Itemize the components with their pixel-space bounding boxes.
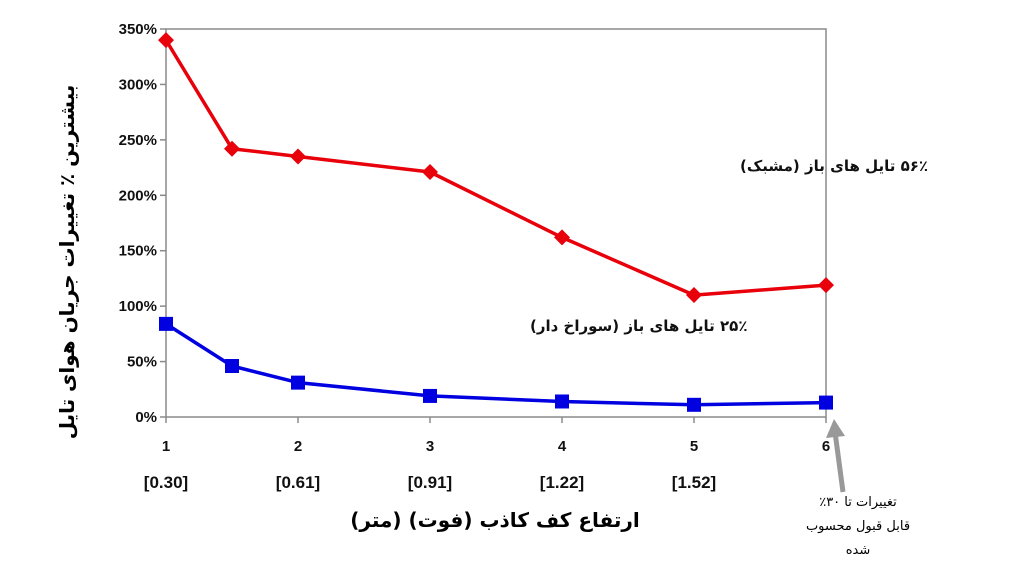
x-tick-label: 4 [558, 438, 567, 455]
data-point-square [555, 394, 569, 409]
x-meter-label: [0.91] [408, 473, 452, 492]
plot-area [165, 28, 827, 418]
x-meter-label: [0.30] [144, 473, 188, 492]
data-point-diamond [686, 287, 702, 304]
series-red [158, 32, 834, 304]
annotation-arrow-head [826, 419, 845, 438]
x-tick-label: 5 [690, 438, 698, 455]
data-point-square [423, 388, 437, 403]
data-point-square [225, 359, 239, 374]
x-meter-label: [1.22] [540, 473, 584, 492]
data-point-diamond [224, 140, 240, 157]
data-point-diamond [158, 32, 174, 49]
x-meter-label: [1.52] [672, 473, 716, 492]
data-point-diamond [290, 148, 306, 165]
y-axis-label: بیشترین ٪ تغییرات جریان هوای تایل [55, 85, 79, 440]
data-point-square [687, 397, 701, 412]
annotation-arrow [826, 419, 846, 493]
series-label-red: ۵۶٪ تایل های باز (مشبک) [740, 157, 928, 175]
y-tick-label: 300% [119, 76, 157, 93]
annotation-line-1: تغییرات تا ۳۰٪ [819, 495, 897, 510]
y-tick-label: 100% [119, 298, 157, 315]
annotation-line-3: شده [846, 543, 871, 558]
x-meter-label: [0.61] [276, 473, 320, 492]
series-layer [158, 32, 834, 412]
y-tick-label: 350% [119, 21, 157, 38]
y-tick-label: 50% [127, 354, 157, 371]
x-tick-label: 3 [426, 438, 434, 455]
x-tick-label: 2 [294, 438, 302, 455]
series-blue [159, 316, 833, 412]
y-axis: 0% 50% 100% 150% 200% 250% 300% 350% [119, 21, 166, 426]
data-point-diamond [554, 229, 570, 246]
data-point-square [159, 316, 173, 331]
y-tick-label: 0% [135, 409, 157, 426]
y-tick-label: 250% [119, 132, 157, 149]
annotation-line-2: قابل قبول محسوب [806, 519, 910, 534]
y-tick-label: 150% [119, 243, 157, 260]
data-point-square [291, 375, 305, 390]
x-axis-label: ارتفاع کف کاذب (فوت) (متر) [350, 508, 640, 532]
x-axis: 1 2 3 4 5 6 [0.30] [0.61] [0.91] [1.22] [1.52] [144, 417, 830, 492]
annotation-arrow-shaft [832, 431, 846, 493]
y-tick-label: 200% [119, 187, 157, 204]
data-point-square [819, 395, 833, 410]
data-point-diamond [818, 277, 834, 294]
series-label-blue: ۲۵٪ تایل های باز (سوراخ دار) [530, 317, 747, 335]
x-tick-label: 6 [822, 438, 830, 455]
x-tick-label: 1 [162, 438, 170, 455]
data-point-diamond [422, 164, 438, 181]
